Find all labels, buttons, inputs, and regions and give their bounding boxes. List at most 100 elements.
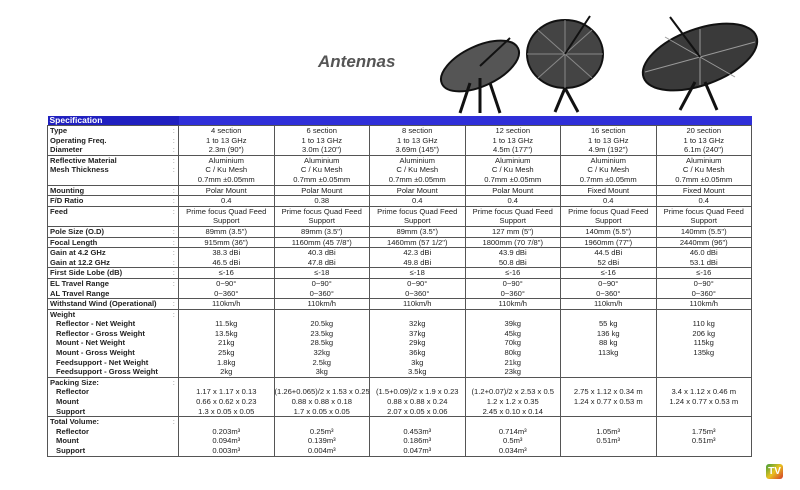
table-row: Reflector - Net Weight 11.5kg 20.5kg 32kg 39… [47,319,752,329]
cell-value [655,406,752,417]
spec-group: Withstand Wind (Operational):110km/h 110k… [47,298,752,310]
cell-value: 47.8 dBi [273,257,370,268]
cell-value: 80kg [464,348,561,358]
tv-logo: TV [766,464,783,479]
cell-value: 110km/h [655,298,752,310]
cell-value: ≤-18 [273,267,370,279]
cell-value: 0.4 [464,195,561,207]
cell-value: 1800mm (70 7/8") [464,237,561,248]
row-separator [170,427,179,437]
cell-value: 0.66 x 0.62 x 0.23 [178,397,274,407]
cell-value: 1960mm (77") [560,237,656,248]
cell-value: 915mm (36") [178,237,274,248]
row-label: Mount [47,436,170,446]
cell-value: 0.25m³ [273,426,370,437]
cell-value: 1.24 x 0.77 x 0.53 m [560,397,656,407]
cell-value: 3.69m (145") [369,145,465,156]
table-row: Total Volume:: [47,416,752,427]
cell-value: 20.5kg [273,319,370,329]
row-separator [170,367,179,377]
cell-value: ≤-16 [178,267,274,279]
cell-value: (1.26+0.065)/2 x 1.53 x 0.25 [273,387,370,398]
cell-value: 0.4 [655,195,752,207]
row-label: Withstand Wind (Operational) [47,298,170,310]
cell-value: 25kg [178,348,274,358]
row-separator [170,407,179,417]
cell-value: 50.8 dBi [464,257,561,268]
row-separator [170,436,179,446]
cell-value: 32kg [273,348,370,358]
table-header: Specification [47,116,752,126]
cell-value: 110km/h [178,298,274,310]
table-row: AL Travel Range 0~360° 0~360° 0~360° 0~360° 0… [47,288,752,299]
cell-value: 1 to 13 GHz [178,135,274,146]
cell-value [464,377,561,388]
cell-value: 127 mm (5") [464,226,561,238]
row-separator [170,319,179,329]
row-label: Packing Size: [47,377,170,388]
cell-value: 0~360° [369,288,465,299]
cell-value: 6 section [273,125,370,136]
row-label: Reflector - Net Weight [47,319,170,329]
cell-value [560,446,656,457]
cell-value [273,416,370,427]
cell-value: Polar Mount [369,185,465,196]
cell-value: 44.5 dBi [560,247,656,258]
row-separator: : [172,135,175,145]
table-row: Reflector - Gross Weight 13.5kg 23.5kg 37kg… [47,328,752,339]
cell-value: ≤-16 [655,267,752,279]
cell-value [655,367,752,378]
cell-value: 36kg [369,348,465,358]
cell-value: 0.7mm ±0.05mm [369,174,465,186]
row-label: Gain at 12.2 GHz [47,257,170,268]
cell-value: 1 to 13 GHz [655,135,752,146]
cell-value: 3.5kg [369,367,465,378]
cell-value: C / Ku Mesh [178,165,274,175]
cell-value: 0.003m³ [178,446,274,457]
cell-value: 1.05m³ [560,426,656,437]
row-separator: : [172,185,175,195]
cell-value: 0~90° [178,278,274,289]
cell-value: 136 kg [560,328,656,339]
cell-value: 1.2 x 1.2 x 0.35 [464,397,561,407]
spec-group: Focal Length:915mm (36") 1160mm (45 7/8")… [47,237,752,248]
spec-group: Mounting: Polar Mount Polar Mount Polar Mou… [47,185,752,196]
cell-value: 140mm (5.5") [560,226,656,238]
table-row: Diameter:2.3m (90") 3.0m (120") 3.69m (145… [47,145,752,156]
cell-value: 0.51m³ [655,436,752,446]
cell-value: 0.88 x 0.88 x 0.24 [369,397,465,407]
cell-value: 12 section [464,125,561,136]
cell-value: 89mm (3.5") [369,226,465,238]
row-label: Reflector - Gross Weight [47,328,170,339]
cell-value: Polar Mount [178,185,274,196]
table-row: Mount - Gross Weight 25kg 32kg 36kg 80kg 113k… [47,348,752,358]
table-row: Mounting: Polar Mount Polar Mount Polar Mou… [47,185,752,196]
cell-value [560,367,656,378]
cell-value: 0.047m³ [369,446,465,457]
cell-value: 37kg [369,328,465,339]
cell-value: 2.3m (90") [178,145,274,156]
cell-value: Polar Mount [273,185,370,196]
cell-value: ≤-16 [464,267,561,279]
table-row: Reflective Material: Aluminium Aluminium Al… [47,155,752,166]
cell-value [178,416,274,427]
row-label: Mesh Thickness [47,165,170,175]
cell-value: Support [560,216,656,227]
cell-value: Aluminium [273,155,370,166]
cell-value: 110 kg [655,319,752,329]
table-row: First Side Lobe (dB): ≤-16 ≤-18 ≤-18 ≤-16 ≤-1… [47,267,752,279]
cell-value: 49.8 dBi [369,257,465,268]
row-separator: : [172,226,175,236]
row-separator [170,338,179,348]
cell-value: 3.4 x 1.12 x 0.46 m [655,387,752,398]
cell-value: 70kg [464,338,561,349]
cell-value: 140mm (5.5") [655,226,752,238]
cell-value: 1160mm (45 7/8") [273,237,370,248]
cell-value: 0~90° [655,278,752,289]
spec-group: F/D Ratio:0.4 0.38 0.4 0.4 0.4 0.4 [47,195,752,207]
cell-value [655,446,752,457]
table-row: Packing Size:: [47,377,752,388]
cell-value: 0.7mm ±0.05mm [464,174,561,186]
cell-value: 8 section [369,125,465,136]
cell-value: Aluminium [178,155,274,166]
